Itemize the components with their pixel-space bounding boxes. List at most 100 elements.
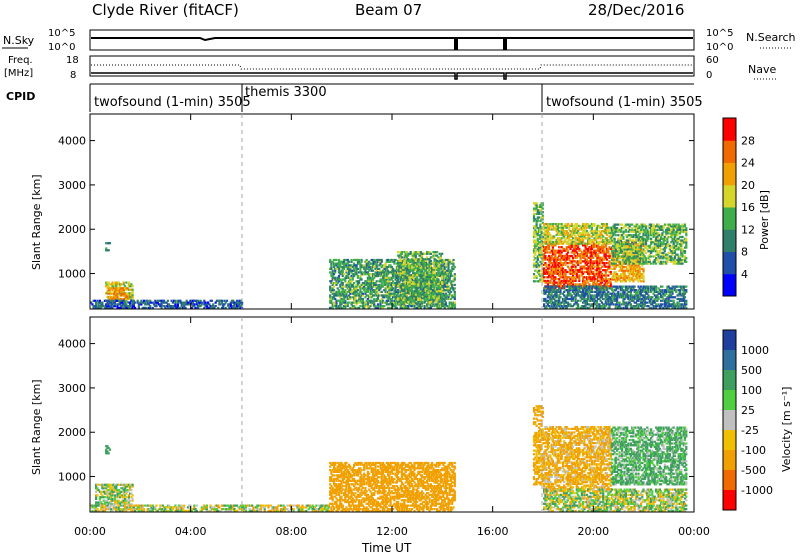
data-cell [337, 278, 341, 281]
data-cell [358, 258, 361, 262]
data-cell [331, 282, 334, 285]
data-cell [349, 267, 352, 270]
data-cell [394, 287, 397, 290]
data-cell [373, 294, 376, 297]
data-cell [415, 274, 419, 277]
data-cell [384, 278, 387, 281]
data-cell [383, 301, 386, 304]
data-cell [339, 273, 342, 276]
data-cell [149, 301, 152, 304]
data-cell [418, 303, 421, 306]
data-cell [383, 282, 386, 285]
data-cell [349, 306, 352, 309]
data-cell [423, 298, 426, 301]
data-cell [127, 297, 130, 300]
data-cell [408, 252, 411, 255]
data-cell [361, 306, 364, 309]
data-cell [358, 262, 361, 265]
data-cell [383, 267, 386, 270]
data-cell [365, 280, 368, 283]
data-cell [121, 290, 124, 293]
data-cell [388, 271, 391, 274]
data-cell [149, 306, 152, 309]
data-cell [414, 256, 417, 259]
data-cell [412, 259, 415, 262]
data-cell [350, 280, 353, 283]
data-cell [204, 305, 207, 308]
data-cell [399, 290, 402, 293]
data-cell [355, 267, 358, 270]
data-cell [224, 301, 227, 304]
data-cell [389, 285, 392, 288]
data-cell [449, 269, 453, 272]
data-cell [348, 290, 351, 293]
data-cell [356, 283, 359, 286]
data-cell [443, 285, 446, 288]
data-cell [331, 296, 334, 299]
data-cell [186, 301, 190, 304]
data-cell [443, 289, 446, 292]
data-cell [124, 301, 127, 304]
data-cell [387, 285, 390, 288]
data-cell [426, 282, 429, 286]
data-cell [368, 285, 371, 288]
data-cell [118, 306, 122, 309]
data-cell [417, 293, 420, 296]
data-cell [331, 273, 334, 276]
data-cell [360, 278, 363, 281]
data-cell [549, 223, 552, 226]
data-cell [351, 285, 354, 288]
data-cell [404, 302, 407, 305]
data-cell [403, 282, 406, 286]
data-cell [428, 268, 431, 271]
data-cell [335, 264, 338, 267]
data-cell [131, 293, 134, 297]
data-cell [142, 299, 146, 302]
data-cell [332, 273, 336, 276]
data-cell [387, 297, 390, 301]
data-cell [376, 273, 380, 276]
data-cell [213, 306, 216, 309]
data-cell [107, 249, 110, 252]
data-cell [224, 306, 227, 309]
data-cell [207, 303, 210, 306]
data-cell [394, 292, 397, 295]
data-cell [407, 306, 410, 309]
data-cell [329, 267, 332, 270]
data-cell [397, 284, 400, 287]
data-cell [361, 292, 364, 295]
data-cell [424, 275, 427, 278]
data-cell [398, 268, 401, 271]
data-cell [423, 265, 426, 268]
data-cell [592, 270, 595, 274]
data-cell [442, 264, 445, 267]
data-cell [381, 274, 385, 278]
data-cell [397, 298, 400, 301]
data-cell [627, 248, 630, 251]
data-cell [349, 276, 352, 279]
data-cell [329, 271, 332, 274]
data-cell [414, 284, 417, 287]
data-cell [446, 305, 449, 308]
data-cell [426, 306, 429, 309]
data-cell [113, 292, 117, 295]
data-cell [124, 297, 127, 300]
power-data [90, 202, 688, 309]
data-cell [106, 290, 109, 293]
data-cell [405, 282, 408, 286]
data-cell [336, 306, 339, 309]
data-cell [408, 259, 411, 262]
data-cell [368, 287, 371, 290]
data-cell [188, 301, 191, 304]
data-cell [389, 283, 392, 286]
data-cell [341, 294, 344, 297]
data-cell [340, 306, 343, 309]
data-cell [414, 293, 417, 296]
data-cell [650, 255, 653, 258]
data-cell [198, 301, 201, 304]
data-cell [130, 306, 133, 309]
data-cell [451, 296, 454, 299]
data-cell [144, 306, 147, 309]
data-cell [106, 249, 109, 252]
data-cell [409, 295, 412, 298]
